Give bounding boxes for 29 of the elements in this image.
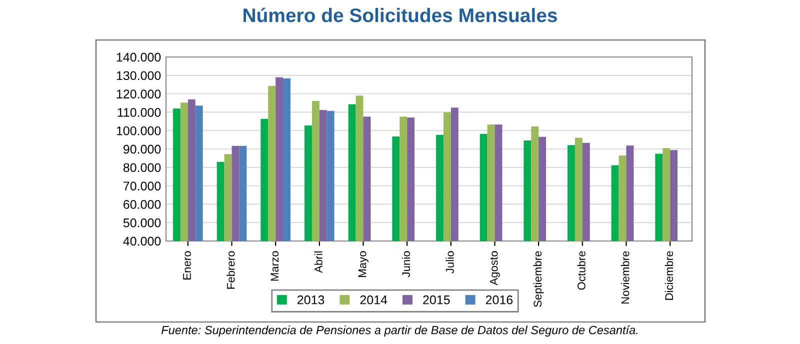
legend-label: 2016 (486, 295, 513, 304)
legend-label: 2014 (360, 295, 388, 304)
x-tick-label: Diciembre (664, 251, 674, 300)
x-tick-label: Octubre (577, 251, 586, 290)
x-tick-label: Junio (402, 251, 410, 278)
y-tick-label: 40.000 (123, 236, 161, 246)
x-tick-label: Septiembre (533, 251, 544, 308)
x-tick-label: Julio (446, 251, 454, 274)
source-note: Fuente: Superintendencia de Pensiones a partir de Base de Datos del Seguro de Cesantía. (161, 325, 638, 337)
x-tick-label: Febrero (226, 251, 235, 289)
y-tick-label: 120.000 (116, 90, 161, 98)
y-tick-label: 70.000 (124, 182, 161, 190)
y-tick-label: 130.000 (116, 71, 161, 80)
x-tick-label: Enero (183, 251, 191, 280)
x-tick-label: Marzo (270, 251, 279, 281)
y-tick-label: 110.000 (118, 108, 161, 117)
y-tick-label: 80.000 (123, 163, 161, 172)
y-tick-label: 100.000 (116, 126, 161, 136)
y-tick-label: 60.000 (124, 200, 161, 209)
y-tick-label: 140.000 (116, 52, 161, 62)
legend-label: 2013 (298, 295, 324, 304)
chart-title: Número de Solicitudes Mensuales (244, 8, 557, 22)
x-tick-label: Abril (314, 251, 322, 273)
x-tick-label: Mayo (358, 251, 368, 277)
y-tick-label: 90.000 (123, 144, 161, 154)
x-tick-label: Noviembre (621, 251, 630, 304)
y-tick-label: 50.000 (123, 218, 161, 228)
x-tick-label: Agosto (490, 251, 500, 286)
legend-label: 2015 (423, 295, 450, 304)
